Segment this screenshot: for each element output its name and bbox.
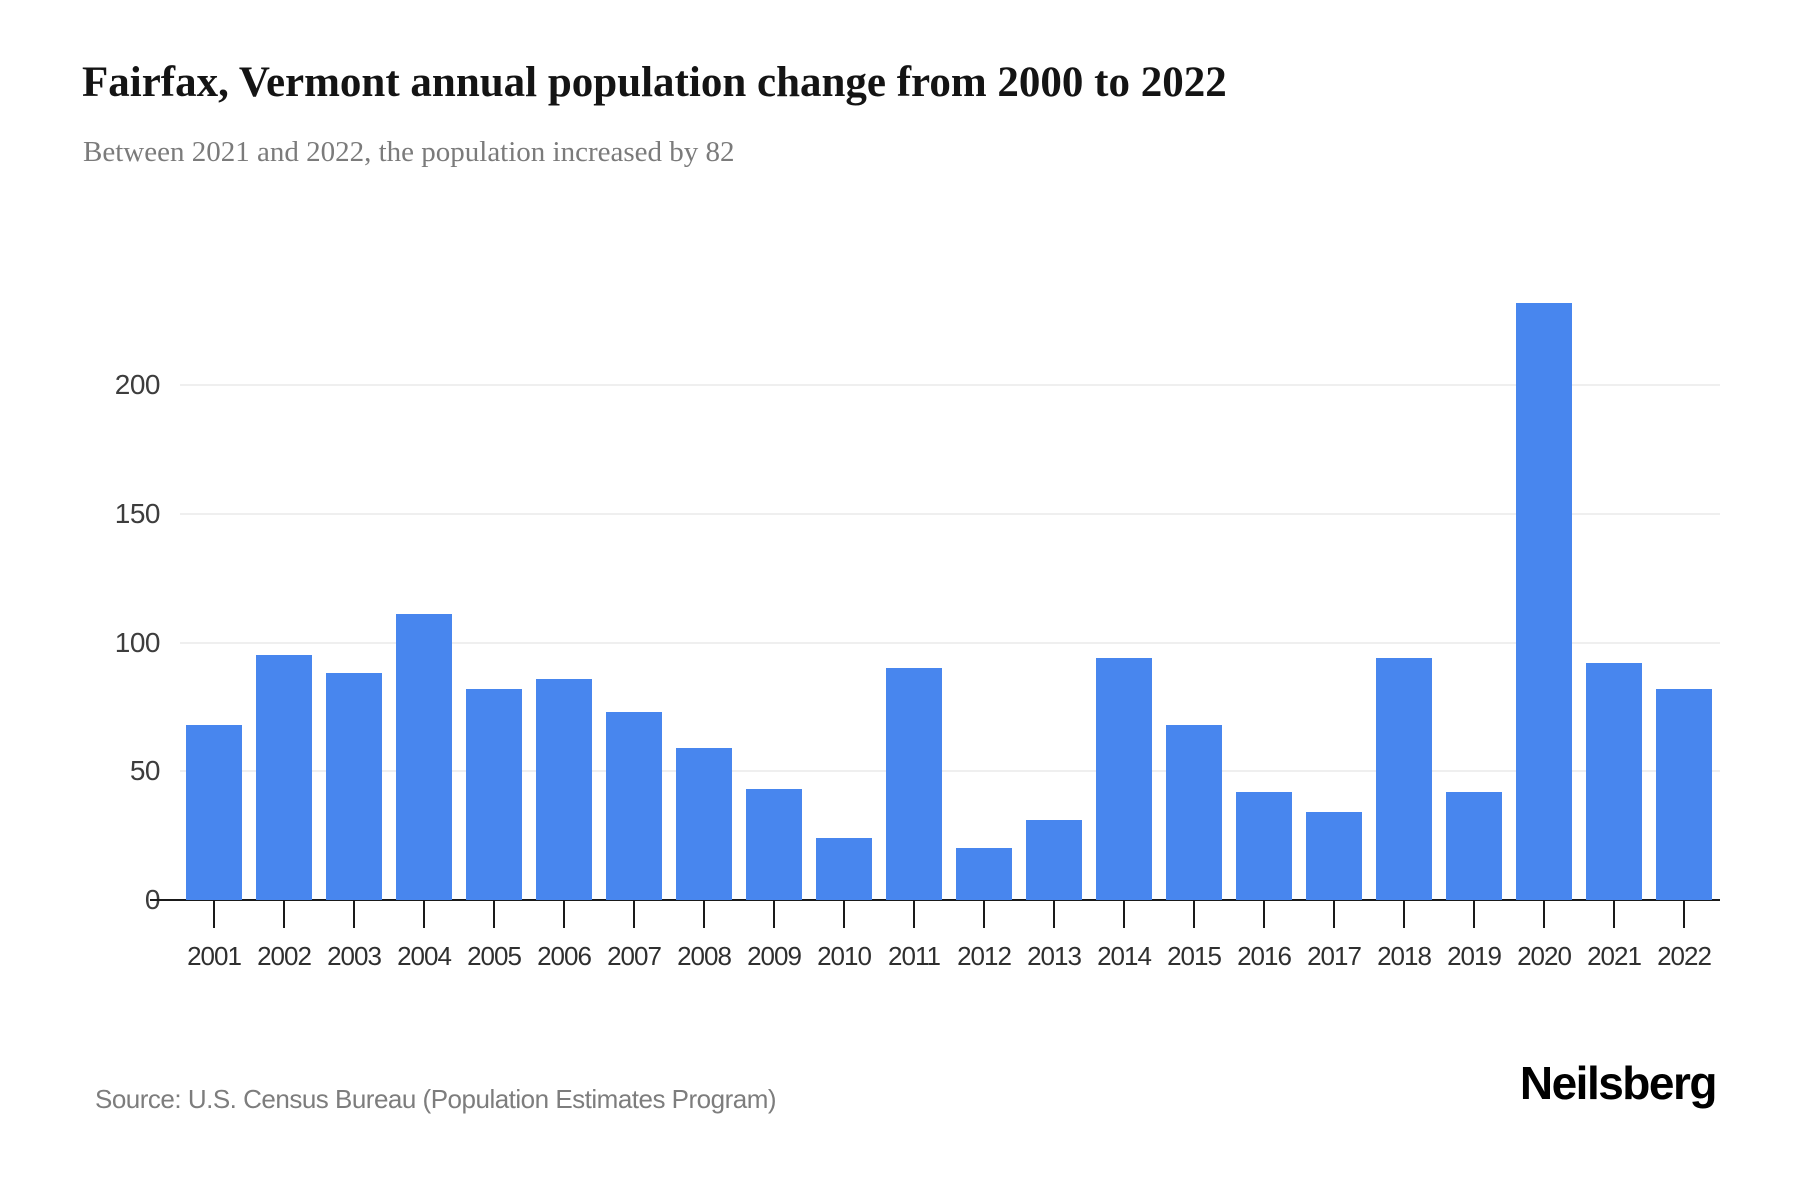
- bar-2015[interactable]: [1166, 725, 1222, 900]
- y-axis-label-150: 150: [114, 498, 161, 529]
- x-axis-label-2010: 2010: [817, 941, 872, 971]
- gridline-100: [180, 642, 1720, 644]
- x-axis-tick-2002: [283, 900, 285, 928]
- x-axis-tick-2022: [1683, 900, 1685, 928]
- x-axis-label-2007: 2007: [607, 941, 662, 971]
- x-axis-label-2020: 2020: [1517, 941, 1572, 971]
- x-axis-label-2002: 2002: [257, 941, 312, 971]
- x-axis-label-2018: 2018: [1377, 941, 1432, 971]
- x-axis-tick-2017: [1333, 900, 1335, 928]
- bar-2010[interactable]: [816, 838, 872, 900]
- chart-subtitle: Between 2021 and 2022, the population in…: [83, 136, 735, 168]
- y-axis-label-100: 100: [114, 627, 161, 658]
- x-axis-tick-2012: [983, 900, 985, 928]
- bar-2020[interactable]: [1516, 303, 1572, 900]
- gridline-200: [180, 384, 1720, 386]
- x-axis-label-2012: 2012: [957, 941, 1012, 971]
- x-axis-tick-2008: [703, 900, 705, 928]
- bar-2005[interactable]: [466, 689, 522, 900]
- bar-2011[interactable]: [886, 668, 942, 900]
- bar-2014[interactable]: [1096, 658, 1152, 900]
- x-axis-tick-2011: [913, 900, 915, 928]
- x-axis-tick-2018: [1403, 900, 1405, 928]
- x-axis-tick-2005: [493, 900, 495, 928]
- x-axis-label-2017: 2017: [1307, 941, 1362, 971]
- x-axis-label-2021: 2021: [1587, 941, 1642, 971]
- x-axis-tick-2004: [423, 900, 425, 928]
- bar-2022[interactable]: [1656, 689, 1712, 900]
- bar-2003[interactable]: [326, 673, 382, 900]
- x-axis-label-2003: 2003: [327, 941, 382, 971]
- x-axis-label-2009: 2009: [747, 941, 802, 971]
- gridline-150: [180, 513, 1720, 515]
- x-axis-label-2008: 2008: [677, 941, 732, 971]
- x-axis-tick-2015: [1193, 900, 1195, 928]
- bar-2017[interactable]: [1306, 812, 1362, 900]
- bar-2018[interactable]: [1376, 658, 1432, 900]
- chart-title: Fairfax, Vermont annual population chang…: [82, 59, 1227, 106]
- x-axis-tick-2019: [1473, 900, 1475, 928]
- bar-2008[interactable]: [676, 748, 732, 900]
- x-axis-tick-2013: [1053, 900, 1055, 928]
- x-axis-tick-2016: [1263, 900, 1265, 928]
- bar-2019[interactable]: [1446, 792, 1502, 900]
- source-text: Source: U.S. Census Bureau (Population E…: [95, 1084, 777, 1114]
- x-axis-label-2014: 2014: [1097, 941, 1152, 971]
- bar-2002[interactable]: [256, 655, 312, 900]
- x-axis-label-2004: 2004: [397, 941, 452, 971]
- x-axis-tick-2010: [843, 900, 845, 928]
- x-axis-tick-2009: [773, 900, 775, 928]
- x-axis-label-2015: 2015: [1167, 941, 1222, 971]
- x-axis-tick-2007: [633, 900, 635, 928]
- x-axis-label-2022: 2022: [1657, 941, 1712, 971]
- x-axis-tick-2001: [213, 900, 215, 928]
- bar-2007[interactable]: [606, 712, 662, 900]
- x-axis-label-2019: 2019: [1447, 941, 1502, 971]
- neilsberg-logo: Neilsberg: [1519, 1057, 1718, 1109]
- x-axis-tick-2003: [353, 900, 355, 928]
- gridline-50: [180, 770, 1720, 772]
- x-axis-tick-2014: [1123, 900, 1125, 928]
- x-axis-tick-2020: [1543, 900, 1545, 928]
- bar-2001[interactable]: [186, 725, 242, 900]
- y-axis-label-0: 0: [144, 884, 161, 915]
- x-axis-line: [150, 899, 1720, 901]
- y-axis-label-50: 50: [129, 755, 161, 786]
- bar-2021[interactable]: [1586, 663, 1642, 900]
- bar-2006[interactable]: [536, 679, 592, 900]
- bar-2012[interactable]: [956, 848, 1012, 900]
- bar-2004[interactable]: [396, 614, 452, 900]
- x-axis-label-2001: 2001: [187, 941, 242, 971]
- y-axis-label-200: 200: [114, 369, 161, 400]
- bar-2009[interactable]: [746, 789, 802, 900]
- x-axis-label-2006: 2006: [537, 941, 592, 971]
- x-axis-label-2013: 2013: [1027, 941, 1082, 971]
- x-axis-label-2011: 2011: [888, 941, 941, 971]
- bar-2013[interactable]: [1026, 820, 1082, 900]
- x-axis-label-2016: 2016: [1237, 941, 1292, 971]
- bar-chart-plot-area: 0 50 100 150 200 2001 2002 2003 2004 2005 2006 2007…: [114, 303, 1720, 971]
- x-axis-label-2005: 2005: [467, 941, 522, 971]
- bar-2016[interactable]: [1236, 792, 1292, 900]
- x-axis-tick-2006: [563, 900, 565, 928]
- x-axis-tick-2021: [1613, 900, 1615, 928]
